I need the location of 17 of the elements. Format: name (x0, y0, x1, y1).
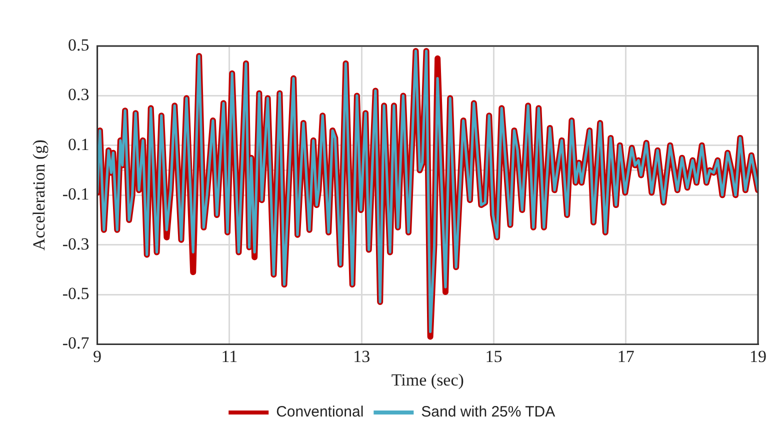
y-tick-label: -0.3 (62, 234, 90, 254)
x-tick-label: 15 (485, 346, 502, 366)
x-tick-label: 19 (750, 346, 766, 366)
y-tick-label: -0.7 (62, 334, 90, 353)
y-tick-label: 0.3 (68, 85, 90, 104)
x-axis-title: Time (sec) (391, 370, 464, 390)
x-tick-label: 13 (353, 346, 370, 366)
x-tick-label: 11 (221, 346, 238, 366)
x-tick-label: 17 (617, 346, 635, 366)
y-tick-label: -0.5 (62, 284, 90, 303)
y-tick-label: 0.1 (68, 134, 90, 154)
y-tick-label: 0.5 (68, 35, 90, 54)
y-tick-label: -0.1 (62, 184, 90, 204)
legend-label: Conventional (276, 404, 364, 421)
legend-label: Sand with 25% TDA (421, 404, 556, 421)
y-axis-title: Acceleration (g) (30, 140, 49, 251)
x-tick-label: 9 (93, 346, 102, 366)
